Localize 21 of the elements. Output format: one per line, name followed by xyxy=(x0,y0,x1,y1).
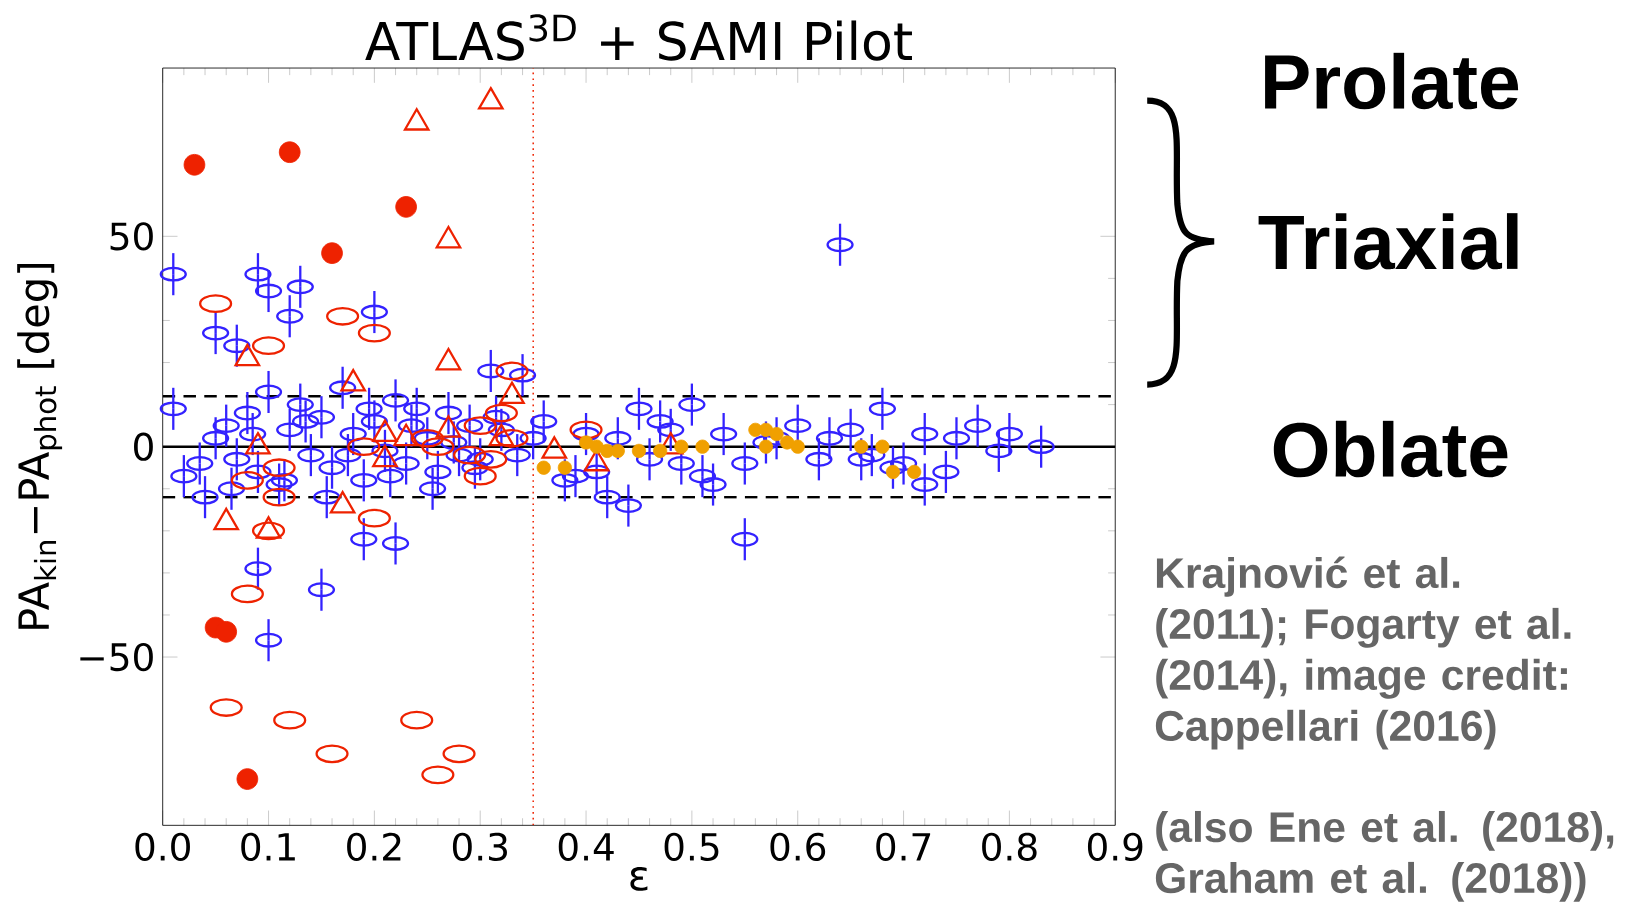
x-tick-label: 0.3 xyxy=(452,832,507,861)
chart-title: ATLAS$^{3D}$ + SAMI Pilot xyxy=(365,14,912,61)
y-tick-label: 50 xyxy=(110,222,153,251)
y-tick-label: −50 xyxy=(80,642,153,672)
text: Krajnović et al. (2011); Fogarty et al. (2014), image credit: Cappellari (2016) xyxy=(1155,556,1571,750)
text: Oblate xyxy=(1273,420,1508,478)
x-axis-title: ε xyxy=(630,866,648,891)
x-tick-label: 0.5 xyxy=(664,832,719,861)
x-tick-label: 0.7 xyxy=(876,832,931,861)
y-tick-label: 0 xyxy=(134,432,153,461)
x-tick-label: 0.8 xyxy=(982,832,1037,861)
text: Triaxial xyxy=(1258,213,1518,270)
x-tick-label: 0.6 xyxy=(770,832,826,861)
x-tick-label: 0.1 xyxy=(241,832,295,861)
y-axis-title: PA$_{kin}$−PA$_{phot}$ [deg] xyxy=(17,264,63,629)
x-tick-label: 0.0 xyxy=(135,832,190,861)
text: Prolate xyxy=(1265,52,1519,110)
text: (also Ene et al. (2018), Graham et al. (2018)) xyxy=(1155,810,1614,902)
x-tick-label: 0.4 xyxy=(558,832,614,861)
x-tick-label: 0.2 xyxy=(347,832,401,861)
x-tick-label: 0.9 xyxy=(1087,832,1143,861)
